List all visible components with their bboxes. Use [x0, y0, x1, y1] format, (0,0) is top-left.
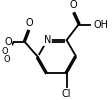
- Text: O: O: [69, 0, 77, 10]
- Text: O: O: [4, 37, 12, 47]
- Text: O: O: [3, 55, 10, 64]
- Text: N: N: [44, 35, 51, 45]
- Text: Cl: Cl: [62, 89, 71, 99]
- Text: OH: OH: [94, 20, 109, 30]
- Text: O: O: [26, 18, 33, 28]
- Text: O: O: [1, 47, 8, 56]
